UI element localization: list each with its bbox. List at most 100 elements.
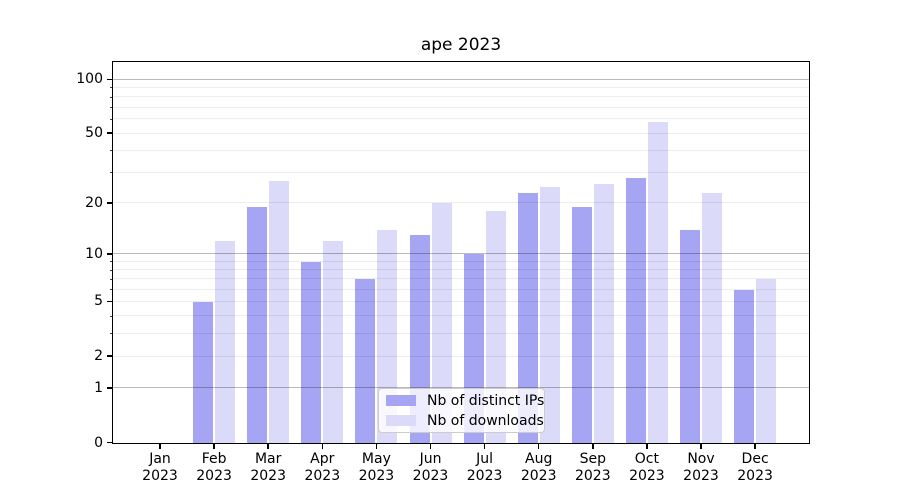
ytick-mark-5 <box>107 300 112 303</box>
gridline-major-10 <box>113 253 809 255</box>
bar-distinct-ips-mar <box>247 207 268 443</box>
ytick-mark-minor-8 <box>109 269 113 271</box>
legend-label: Nb of distinct IPs <box>427 392 545 409</box>
month-year: 2023 <box>304 467 341 484</box>
ytick-mark-minor-60 <box>109 118 113 120</box>
bar-distinct-ips-sep <box>571 207 592 443</box>
month-year: 2023 <box>683 467 719 484</box>
bar-downloads-feb <box>215 241 236 443</box>
month-year: 2023 <box>574 467 611 484</box>
ytick-mark-1 <box>107 387 112 389</box>
xtick-label-aug: Aug 2023 <box>504 451 574 484</box>
gridline-minor-8 <box>113 269 809 271</box>
month-name: Feb <box>201 451 227 467</box>
ytick-label-20: 20 <box>85 194 103 211</box>
gridline-minor-9 <box>113 260 809 262</box>
xtick-label-jun: Jun 2023 <box>396 451 466 484</box>
xtick-label-may: May 2023 <box>341 451 411 484</box>
xtick-label-mar: Mar 2023 <box>233 451 303 484</box>
month-name: Jun <box>419 451 442 467</box>
month-name: Sep <box>579 451 606 467</box>
month-year: 2023 <box>412 467 449 484</box>
month-name: Mar <box>254 451 282 467</box>
bar-downloads-jul <box>485 211 506 443</box>
bar-distinct-ips-may <box>355 279 376 443</box>
gridline-minor-3 <box>113 332 809 334</box>
gridline-minor-6 <box>113 288 809 290</box>
gridline-minor-30 <box>113 171 809 173</box>
ytick-mark-minor-3 <box>109 333 113 335</box>
bar-downloads-nov <box>702 192 722 443</box>
month-name: Jul <box>476 451 494 467</box>
xtick-label-sep: Sep 2023 <box>558 451 628 484</box>
gridline-minor-7 <box>113 278 809 280</box>
xtick-label-jul: Jul 2023 <box>450 451 520 484</box>
month-name: Nov <box>687 451 715 467</box>
ytick-label-0: 0 <box>94 434 103 451</box>
gridline-minor-5 <box>113 300 809 302</box>
bar-distinct-ips-nov <box>680 229 700 443</box>
xtick-mark-apr <box>321 444 324 449</box>
xtick-mark-jan <box>159 444 161 449</box>
gridline-major-100 <box>113 78 809 80</box>
bar-downloads-sep <box>593 183 614 443</box>
bar-distinct-ips-aug <box>517 192 538 443</box>
month-name: Apr <box>310 451 335 467</box>
gridline-minor-80 <box>113 96 809 98</box>
plot-area <box>112 61 810 444</box>
month-name: May <box>361 451 391 467</box>
ytick-mark-minor-30 <box>109 172 113 174</box>
bar-downloads-dec <box>756 279 777 443</box>
ytick-mark-minor-9 <box>109 261 113 263</box>
month-year: 2023 <box>196 467 232 484</box>
ytick-mark-minor-7 <box>109 278 113 280</box>
xtick-label-oct: Oct 2023 <box>612 451 682 484</box>
gridline-minor-20 <box>113 202 809 204</box>
gridline-minor-90 <box>113 86 809 88</box>
legend-label: Nb of downloads <box>427 412 544 429</box>
xtick-mark-sep <box>592 444 594 449</box>
legend: Nb of distinct IPs Nb of downloads <box>378 388 545 433</box>
xtick-mark-may <box>375 444 378 449</box>
month-year: 2023 <box>466 467 503 484</box>
ytick-mark-minor-4 <box>109 315 113 317</box>
xtick-label-nov: Nov 2023 <box>666 451 736 484</box>
xtick-mark-oct <box>646 444 648 449</box>
bar-distinct-ips-dec <box>734 289 755 443</box>
gridline-minor-60 <box>113 118 809 120</box>
month-year: 2023 <box>358 467 395 484</box>
month-name: Dec <box>741 451 769 467</box>
ytick-mark-minor-70 <box>109 107 113 109</box>
ytick-mark-20 <box>107 202 112 204</box>
month-name: Aug <box>525 451 553 467</box>
ytick-mark-minor-40 <box>109 150 113 152</box>
gridline-minor-4 <box>113 315 809 317</box>
ytick-label-50: 50 <box>85 125 103 142</box>
ytick-mark-50 <box>107 132 112 134</box>
bar-distinct-ips-feb <box>193 301 214 443</box>
ytick-mark-0 <box>107 441 112 444</box>
xtick-mark-mar <box>267 444 269 449</box>
ytick-label-10: 10 <box>85 245 103 262</box>
ytick-label-1: 1 <box>94 379 103 396</box>
ytick-mark-minor-80 <box>109 96 113 98</box>
xtick-mark-nov <box>700 444 702 449</box>
legend-swatch-downloads <box>386 415 416 426</box>
month-year: 2023 <box>737 467 773 484</box>
ytick-label-5: 5 <box>94 293 103 310</box>
xtick-label-jan: Jan 2023 <box>125 451 195 484</box>
xtick-label-dec: Dec 2023 <box>720 451 790 484</box>
xtick-mark-jun <box>429 444 432 449</box>
ytick-mark-100 <box>107 78 112 81</box>
bar-downloads-aug <box>539 186 560 443</box>
ytick-mark-minor-6 <box>109 289 113 291</box>
ytick-mark-10 <box>107 253 112 255</box>
month-year: 2023 <box>629 467 665 484</box>
month-year: 2023 <box>250 467 286 484</box>
xtick-mark-feb <box>213 444 215 449</box>
legend-item-downloads: Nb of downloads <box>386 411 544 431</box>
month-year: 2023 <box>520 467 557 484</box>
month-name: Oct <box>634 451 659 467</box>
ytick-label-100: 100 <box>76 71 103 88</box>
